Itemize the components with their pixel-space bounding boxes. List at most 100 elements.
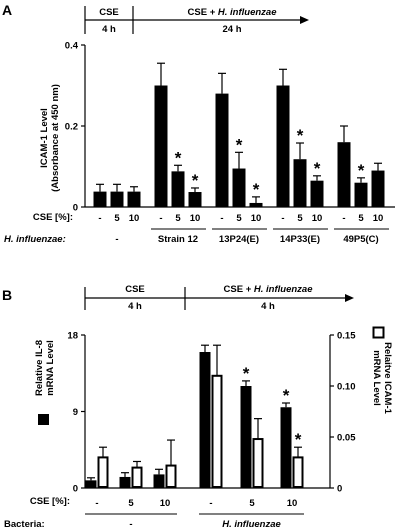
text-span: CSE + (224, 284, 254, 295)
panel-b-icam-star: * (295, 430, 302, 449)
panel-b-il8-bar (153, 474, 165, 488)
panel-a-cse-label: 5 (297, 213, 303, 224)
panel-a-cse-label: 5 (114, 213, 120, 224)
panel-a-group-label: 49P5(C) (343, 234, 378, 245)
panel-a-group-label: Strain 12 (158, 234, 198, 245)
panel-b-right-tick-label: 0.05 (337, 433, 356, 444)
panel-a-bar (232, 168, 246, 207)
panel-a-label: A (2, 2, 12, 18)
panel-a-bar (354, 182, 368, 207)
panel-a-bar (276, 85, 290, 207)
panel-b-ylabel-right: Relaitve ICAM-1 (382, 342, 393, 415)
panel-b-icam-bar (131, 466, 143, 489)
panel-b-right-tick-label: 0 (337, 484, 342, 495)
panel-b-right-tick-label: 0.10 (337, 382, 356, 393)
panel-a-ylabel: ICAM-1 Level (39, 108, 50, 168)
panel-b-icam-bar (292, 456, 304, 488)
panel-a-significance-star: * (297, 126, 304, 145)
panel-a-cse-label: 5 (175, 213, 181, 224)
panel-b-cse-label: - (209, 498, 212, 509)
panel-a-ytick-label: 0.2 (65, 122, 78, 133)
panel-b-il8-bar (280, 407, 292, 488)
panel-b-il8-bar (119, 476, 131, 488)
panel-b-bacteria-row-label: Bacteria: (4, 519, 45, 530)
panel-a-bar (337, 142, 351, 207)
panel-b-plot: 0 9 18 0 0.05 0.10 0.15 CSE [%]: Bacteria: - 5 10 - -… (4, 331, 356, 531)
panel-a-cse-label: - (220, 213, 223, 224)
panel-a-bar (310, 180, 324, 207)
panel-a-cse-row-label: CSE [%]: (33, 212, 73, 223)
panel-b-left-tick-label: 0 (73, 484, 78, 495)
panel-a-bar (371, 170, 385, 207)
panel-b-cse-label: 5 (249, 498, 255, 509)
panel-b-timeline: CSE 4 h CSE + H. influenzae 4 h (84, 284, 354, 312)
panel-a-cse-label: 10 (129, 213, 140, 224)
panel-b-ylabel-left: Relative IL-8 (34, 340, 45, 396)
panel-b-left-tick-label: 9 (73, 407, 78, 418)
panel-b-cse-label: 10 (287, 498, 298, 509)
panel-a-bar (171, 171, 185, 207)
panel-a-cse-label: - (281, 213, 284, 224)
panel-a-ytick-label: 0.4 (65, 41, 79, 52)
panel-b-label: B (2, 287, 12, 303)
panel-a-phase1-time: 4 h (102, 24, 116, 35)
panel-a-bar (188, 192, 202, 207)
panel-a-timeline: CSE 4 h CSE + H. influenzae 24 h (84, 6, 309, 35)
panel-a-group-label: - (115, 234, 118, 245)
panel-a-bar (154, 85, 168, 207)
panel-a-significance-star: * (175, 148, 182, 167)
panel-b-il8-star: * (243, 364, 250, 383)
panel-b-ylabel-right-2: mRNA Level (371, 350, 382, 406)
panel-a-group-label: 13P24(E) (219, 234, 259, 245)
panel-a-cse-label: 5 (236, 213, 242, 224)
panel-a-cse-label: - (159, 213, 162, 224)
panel-a-significance-star: * (192, 171, 199, 190)
panel-a-cse-label: 10 (312, 213, 323, 224)
legend-icam-swatch (372, 326, 385, 339)
panel-b-icam-bar (165, 464, 177, 488)
panel-a-cse-label: 10 (251, 213, 262, 224)
panel-b-phase1-time: 4 h (128, 301, 142, 312)
panel-a-bar (215, 93, 229, 207)
panel-a-bar (127, 191, 141, 207)
panel-b-cse-row-label: CSE [%]: (30, 496, 70, 507)
italic-span: H. influenzae (254, 284, 313, 295)
panel-b-left-tick-label: 18 (67, 331, 78, 342)
panel-b-phase2-time: 4 h (261, 301, 275, 312)
panel-b-cse-label: 10 (160, 498, 171, 509)
panel-b-icam-bar (211, 374, 223, 488)
panel-a-phase2-time: 24 h (222, 24, 241, 35)
panel-a-ylabel-2: (Absorbance at 450 nm) (50, 84, 61, 192)
panel-b-phase1-label: CSE (125, 284, 145, 295)
panel-a-phase2-label: CSE + H. influenzae (188, 7, 278, 18)
panel-a-significance-star: * (314, 159, 321, 178)
panel-b-cse-label: - (95, 498, 98, 509)
legend-il8-swatch (38, 414, 49, 425)
text-span: CSE + (188, 7, 218, 18)
panel-a-bacteria-row-label: H. influenzae: (4, 234, 66, 245)
panel-b-right-tick-label: 0.15 (337, 331, 356, 342)
panel-b-group-label: - (129, 519, 132, 530)
panel-a-group-label: 14P33(E) (280, 234, 320, 245)
italic-span: H. influenzae (218, 7, 277, 18)
panel-a-bar (249, 202, 263, 207)
panel-a-cse-label: 10 (190, 213, 201, 224)
panel-b-icam-bar (97, 456, 109, 488)
panel-a-significance-star: * (253, 180, 260, 199)
panel-b-ylabel-left-2: mRNA Level (45, 340, 56, 396)
panel-b-il8-bar (240, 386, 252, 488)
panel-b-il8-star: * (283, 386, 290, 405)
panel-a-cse-label: 5 (358, 213, 364, 224)
panel-b-icam-bar (252, 438, 264, 489)
panel-b-cse-label: 5 (128, 498, 134, 509)
panel-a-bar (93, 191, 107, 207)
panel-a-cse-label: - (342, 213, 345, 224)
panel-a-cse-label: 10 (373, 213, 384, 224)
panel-b-il8-bar (85, 480, 97, 488)
panel-a-significance-star: * (236, 135, 243, 154)
panel-b-phase2-label: CSE + H. influenzae (224, 284, 314, 295)
panel-a-phase1-label: CSE (99, 7, 119, 18)
panel-a-ytick-label: 0 (73, 203, 78, 214)
